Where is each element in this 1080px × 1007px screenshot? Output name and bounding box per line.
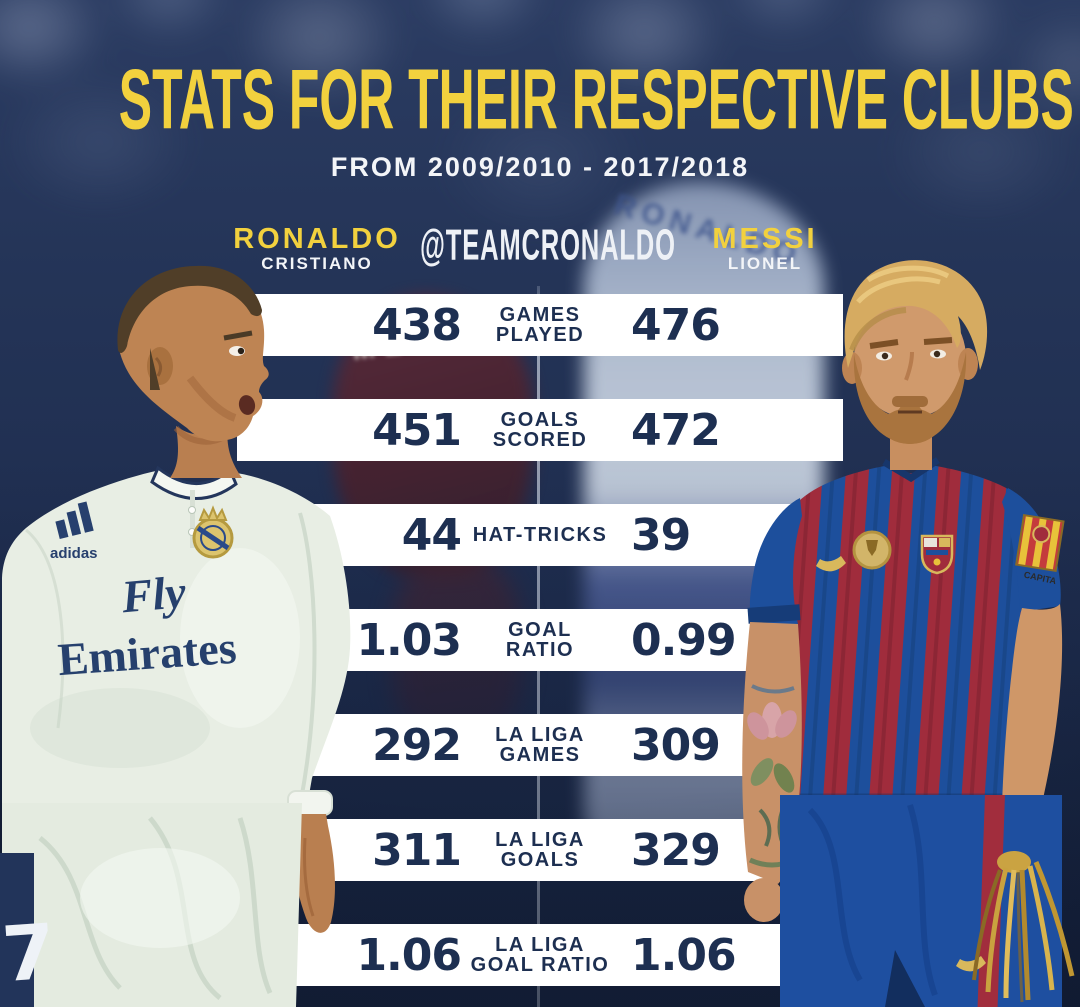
stat-label: LA LIGA GAMES [495,724,585,766]
messi-stat-value: 39 [631,509,691,561]
shorts-number-patch [0,853,34,1007]
page-subtitle: FROM 2009/2010 - 2017/2018 [330,152,750,182]
page-title: STATS FOR THEIR RESPECTIVE CLUBS [118,50,1074,148]
messi-name-block: MESSI LIONEL [625,224,905,273]
messi-left-sleeve [749,498,802,624]
social-handle: @TEAMCRONALDO [420,220,676,270]
shorts-number: 7 [0,907,58,999]
messi-stat-value: 476 [631,299,721,351]
stat-label: LA LIGA GOALS [495,829,585,871]
ronaldo-hair [117,265,262,353]
stat-label: LA LIGA GOAL RATIO [470,934,610,976]
stat-row: 44 HAT-TRICKS 39 [237,504,843,566]
fly-wordmark: Fly [119,566,189,623]
stat-label: GOAL RATIO [505,619,575,661]
stat-label: HAT-TRICKS [472,524,608,546]
emirates-wordmark: Emirates [56,622,238,685]
messi-stat-value: 0.99 [631,614,737,666]
fifa-champions-badge-icon [852,530,892,570]
ronaldo-stat-value: 292 [372,719,462,771]
ronaldo-face [119,269,269,442]
ronaldo-stat-value: 44 [401,509,462,561]
messi-jersey [780,465,1034,795]
adidas-wordmark: adidas [50,545,98,562]
ronaldo-stat-value: 438 [372,299,462,351]
stats-table: 438 GAMES PLAYED 476 451 GOALS SCORED 47… [237,294,843,986]
nike-swoosh-icon [816,556,846,572]
ronaldo-last-name: RONALDO [233,223,401,255]
ronaldo-collar [150,465,238,500]
barcelona-crest-icon [920,534,954,575]
messi-left-hand [744,878,784,922]
stat-row: 438 GAMES PLAYED 476 [237,294,843,356]
real-madrid-crest-icon [192,505,234,559]
stat-row: 451 GOALS SCORED 472 [237,399,843,461]
stat-label: GAMES PLAYED [495,304,585,346]
ronaldo-first-name: CRISTIANO [261,254,373,274]
ronaldo-hand [291,814,335,933]
ronaldo-stat-value: 1.06 [356,929,462,981]
captain-armband [1015,514,1065,572]
ronaldo-name-block: RONALDO CRISTIANO [177,224,457,273]
ronaldo-mouth [238,395,256,415]
stat-row: 292 LA LIGA GAMES 309 [237,714,843,776]
ronaldo-photo-figure: adidas Fly Emirates 7 [0,265,351,1007]
messi-stat-value: 309 [631,719,721,771]
adidas-logo-icon [55,501,94,540]
messi-stat-value: 472 [631,404,721,456]
ronaldo-stat-value: 1.03 [356,614,462,666]
messi-right-forearm [1001,604,1063,850]
messi-last-name: MESSI [712,223,818,255]
messi-photo-figure: CAPITA [742,260,1075,1007]
messi-beard [853,352,967,444]
stat-label: GOALS SCORED [492,409,588,451]
messi-first-name: LIONEL [727,254,803,274]
messi-stat-value: 1.06 [631,929,737,981]
messi-stat-value: 329 [631,824,721,876]
ronaldo-stat-value: 311 [372,824,462,876]
ronaldo-stat-value: 451 [372,404,462,456]
stat-row: 311 LA LIGA GOALS 329 [237,819,843,881]
golden-tassels [972,851,1075,1003]
stat-row: 1.06 LA LIGA GOAL RATIO 1.06 [237,924,843,986]
